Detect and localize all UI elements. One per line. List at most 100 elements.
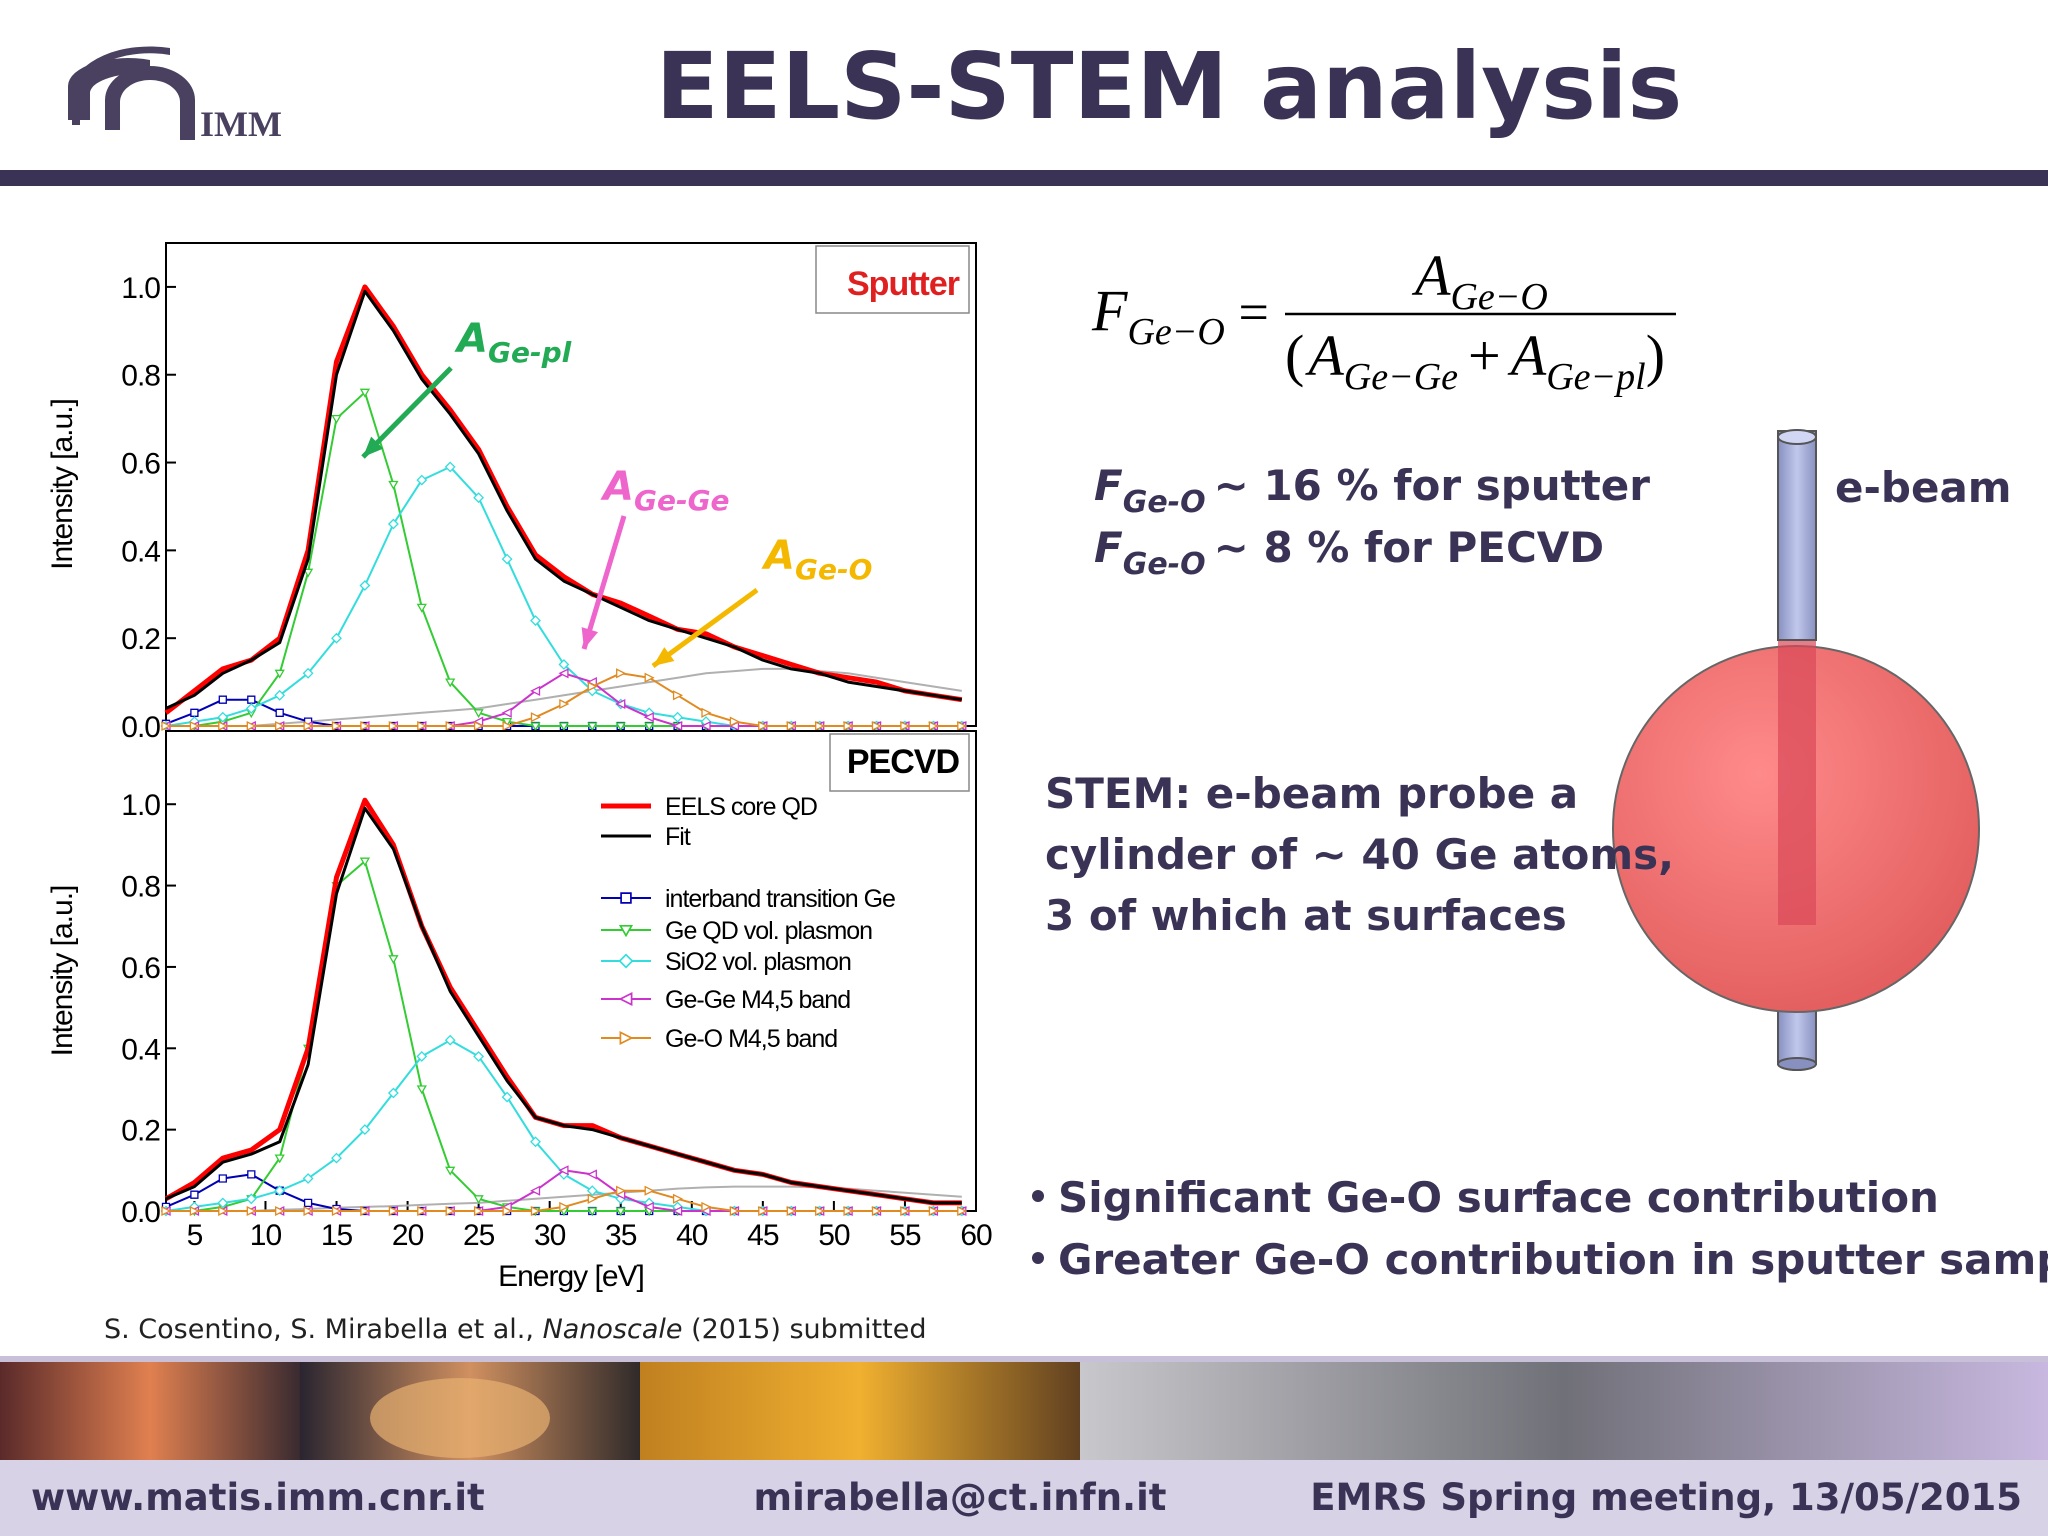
x-tick-label: 40: [676, 1219, 708, 1252]
header-band: [0, 170, 2048, 186]
cylinder-top: [1777, 430, 1817, 641]
x-tick-label: 30: [534, 1219, 566, 1252]
x-tick-label: 25: [463, 1219, 495, 1252]
plot-frame: [165, 730, 977, 1212]
annotation-symbol: A: [600, 464, 634, 510]
result-line: FGe-O ~ 8 % for PECVD: [1094, 523, 1604, 582]
y-axis-label: Intensity [a.u.]: [46, 886, 79, 1057]
slide-title: EELS-STEM analysis: [656, 33, 1682, 140]
bullet: [1032, 1252, 1044, 1264]
legend-marker-shape: [618, 992, 633, 1006]
bullet-text: Significant Ge-O surface contribution: [1058, 1173, 1939, 1222]
y-tick-label: 1.0: [121, 272, 160, 305]
legend-marker-shape: [618, 953, 634, 969]
y-tick-label: 0.2: [121, 1115, 160, 1148]
citation: S. Cosentino, S. Mirabella et al., Nanos…: [104, 1314, 927, 1345]
annotation-sub: Ge-Ge: [634, 484, 730, 517]
x-tick-label: 45: [747, 1219, 779, 1252]
annotation-symbol: A: [454, 316, 488, 362]
y-tick-label: 0.8: [121, 871, 160, 904]
result-line: FGe-O ~ 16 % for sputter: [1094, 461, 1650, 520]
y-tick-label: 0.2: [121, 623, 160, 656]
footer-band: [0, 1460, 2048, 1536]
legend-label: interband transition Ge: [665, 885, 895, 913]
charts: 0.0 0.2 0.4 0.6 0.8 1.0 Intensity [a.u.] Sputte…: [46, 242, 993, 1293]
annotation-symbol: A: [761, 533, 795, 579]
plot-frame: [165, 242, 977, 727]
x-tick-label: 10: [250, 1219, 282, 1252]
annotation: AGe-pl: [454, 316, 572, 369]
formula-lhs: FGe−O: [1091, 278, 1225, 353]
legend-label: Ge-Ge M4,5 band: [665, 986, 850, 1014]
panel-label-box: [815, 245, 970, 314]
x-tick-label: 20: [392, 1219, 424, 1252]
y-tick-label: 0.0: [121, 711, 160, 744]
ebeam-illustration: [1612, 429, 1980, 1071]
series-line: [161, 1185, 968, 1217]
legend-label: Fit: [665, 823, 691, 851]
annotation-sub: Ge-pl: [488, 336, 572, 369]
annotation: AGe-O: [761, 533, 872, 586]
annotation-arrowhead: [653, 647, 675, 666]
footer-right: EMRS Spring meeting, 13/05/2015: [1310, 1476, 2022, 1519]
series-line: [161, 668, 968, 732]
x-tick-label: 60: [960, 1219, 992, 1252]
annotation-arrow: [581, 515, 627, 650]
panel-label-box: [829, 733, 970, 792]
legend-marker: [619, 1031, 634, 1045]
y-axis-label: Intensity [a.u.]: [46, 399, 79, 570]
legend-marker-shape: [620, 892, 632, 904]
x-tick-label: 50: [818, 1219, 850, 1252]
y-tick-label: 0.6: [121, 448, 160, 481]
x-tick-label: 35: [605, 1219, 637, 1252]
stem-text: cylinder of ~ 40 Ge atoms,: [1045, 830, 1674, 879]
formula-numerator: AGe−O: [1411, 243, 1548, 318]
cylinder-inside: [1778, 640, 1816, 925]
y-tick-label: 1.0: [121, 789, 160, 822]
cylinder-cap: [1777, 1057, 1817, 1071]
legend-label: SiO2 vol. plasmon: [665, 948, 851, 976]
bullet-text: Greater Ge-O contribution in sputter sam…: [1058, 1235, 2048, 1284]
formula-denominator: (AGe−Ge + AGe−pl): [1285, 323, 1665, 398]
footer-images: [0, 1356, 2048, 1460]
y-tick-label: 0.6: [121, 952, 160, 985]
legend-marker: [620, 892, 632, 904]
y-tick-label: 0.0: [121, 1196, 160, 1229]
x-tick-label: 55: [889, 1219, 921, 1252]
series-line: [165, 806, 962, 1205]
annotation-arrow: [651, 587, 759, 669]
legend-marker-shape: [618, 924, 634, 938]
y-tick-label: 0.4: [121, 1033, 160, 1066]
legend-marker: [618, 924, 634, 938]
x-tick-label: 15: [321, 1219, 353, 1252]
footer-center: mirabella@ct.infn.it: [754, 1476, 1167, 1519]
annotation-arrowhead: [581, 627, 599, 649]
x-axis-label: Energy [eV]: [498, 1260, 644, 1293]
legend-marker: [618, 953, 634, 969]
panel-label: PECVD: [847, 743, 960, 781]
legend-label: Ge QD vol. plasmon: [665, 917, 872, 945]
legend-label: Ge-O M4,5 band: [665, 1025, 837, 1053]
annotation: AGe-Ge: [600, 464, 730, 517]
footer-left: www.matis.imm.cnr.it: [31, 1476, 485, 1519]
ebeam-label: e-beam: [1835, 463, 2012, 512]
bullet: [1032, 1190, 1044, 1202]
stem-text: STEM: e-beam probe a: [1045, 769, 1578, 818]
logo-text: IMM: [200, 104, 282, 144]
formula: FGe−O = AGe−O (AGe−Ge + AGe−pl): [1091, 243, 1676, 398]
x-tick-label: 5: [187, 1219, 203, 1252]
logo: IMM: [68, 46, 282, 144]
annotation-arrow: [361, 366, 453, 459]
annotation-sub: Ge-O: [795, 553, 872, 586]
annotation-arrowhead: [363, 436, 384, 457]
stem-text: 3 of which at surfaces: [1045, 891, 1567, 940]
y-tick-label: 0.4: [121, 535, 160, 568]
series-line: [165, 289, 963, 710]
panel-label: Sputter: [847, 265, 960, 303]
cylinder-cap: [1777, 429, 1817, 445]
legend-marker: [618, 992, 633, 1006]
y-tick-label: 0.8: [121, 360, 160, 393]
legend-label: EELS core QD: [665, 793, 817, 821]
legend-marker-shape: [619, 1031, 634, 1045]
formula-equals: =: [1235, 282, 1271, 342]
